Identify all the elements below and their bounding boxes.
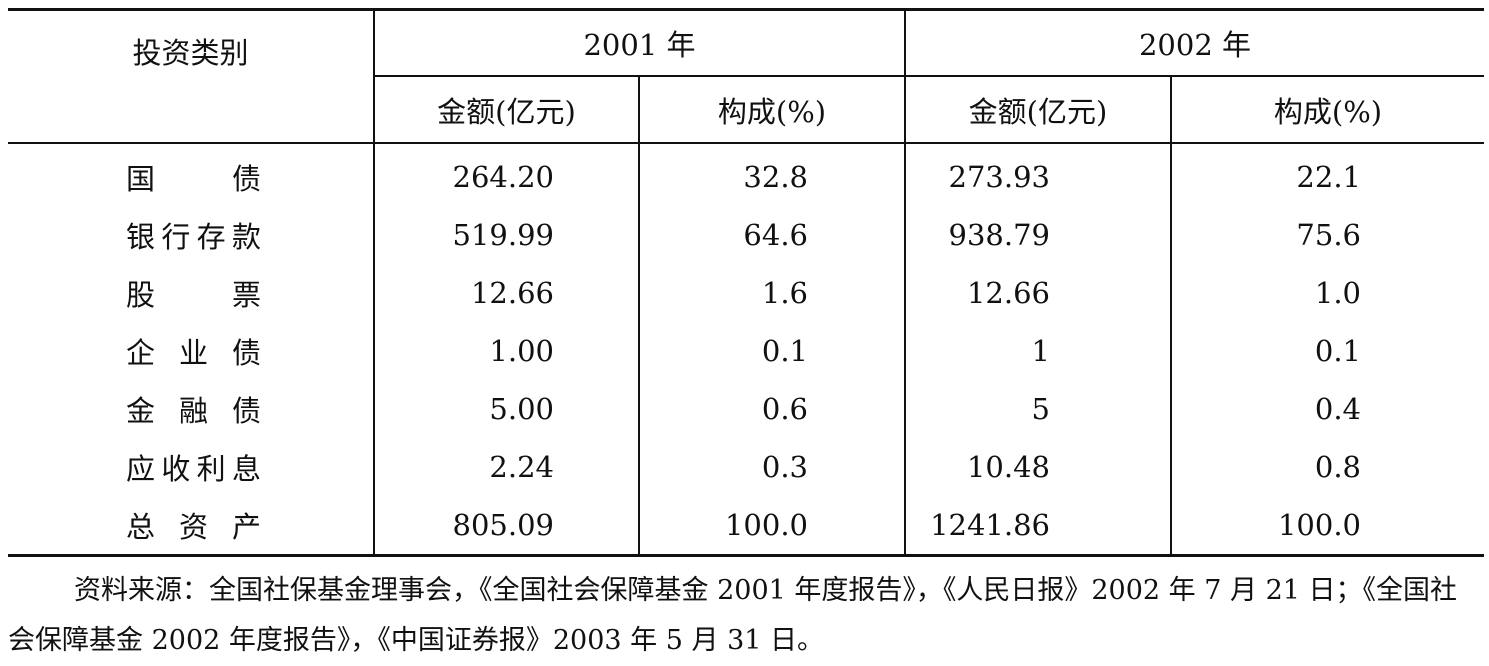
cell-share-2001: 100.0: [638, 496, 905, 556]
investment-table: 投资类别 2001 年 2002 年 金额(亿元) 构成(%) 金额(亿元) 构…: [8, 8, 1484, 557]
row-category: 企业债: [126, 336, 263, 370]
cell-amount-2002: 5: [904, 380, 1171, 438]
cell-amount-2002: 273.93: [904, 143, 1171, 206]
row-category: 总资产: [126, 510, 263, 544]
cell-share-2001: 0.1: [638, 322, 905, 380]
cell-amount-2001: 264.20: [373, 143, 639, 206]
cell-share-2002: 75.6: [1170, 206, 1484, 264]
table-row: 国债 264.20 32.8 273.93 22.1: [8, 143, 1484, 206]
header-row-subcolumns: 金额(亿元) 构成(%) 金额(亿元) 构成(%): [8, 75, 1484, 143]
cell-amount-2002: 10.48: [904, 438, 1171, 496]
cell-share-2002: 22.1: [1170, 143, 1484, 206]
table-row: 金融债 5.00 0.6 5 0.4: [8, 380, 1484, 438]
row-category: 国债: [126, 162, 263, 196]
category-header: 投资类别: [132, 35, 249, 70]
cell-share-2002: 0.1: [1170, 322, 1484, 380]
table-row: 银行存款 519.99 64.6 938.79 75.6: [8, 206, 1484, 264]
cell-amount-2002: 12.66: [904, 264, 1171, 322]
table-row: 应收利息 2.24 0.3 10.48 0.8: [8, 438, 1484, 496]
year-header-2002: 2002 年: [904, 9, 1484, 76]
cell-amount-2001: 2.24: [373, 438, 639, 496]
row-category: 银行存款: [126, 220, 263, 254]
cell-amount-2001: 519.99: [373, 206, 639, 264]
cell-amount-2001: 1.00: [373, 322, 639, 380]
cell-share-2001: 1.6: [638, 264, 905, 322]
cell-share-2002: 0.4: [1170, 380, 1484, 438]
source-note: 资料来源：全国社保基金理事会，《全国社会保障基金 2001 年度报告》，《人民日…: [8, 575, 1458, 656]
subheader-share-2001: 构成(%): [638, 75, 905, 143]
cell-share-2001: 0.6: [638, 380, 905, 438]
subheader-amount-2001: 金额(亿元): [373, 75, 639, 143]
cell-share-2001: 0.3: [638, 438, 905, 496]
header-row-years: 投资类别 2001 年 2002 年: [8, 9, 1484, 76]
cell-share-2001: 64.6: [638, 206, 905, 264]
cell-share-2001: 32.8: [638, 143, 905, 206]
cell-share-2002: 100.0: [1170, 496, 1484, 556]
cell-amount-2001: 805.09: [373, 496, 639, 556]
row-category: 股票: [126, 278, 263, 312]
cell-share-2002: 1.0: [1170, 264, 1484, 322]
table-row: 总资产 805.09 100.0 1241.86 100.0: [8, 496, 1484, 556]
cell-amount-2002: 1: [904, 322, 1171, 380]
subheader-share-2002: 构成(%): [1170, 75, 1484, 143]
table-row: 企业债 1.00 0.1 1 0.1: [8, 322, 1484, 380]
cell-amount-2001: 12.66: [373, 264, 639, 322]
cell-amount-2002: 938.79: [904, 206, 1171, 264]
subheader-amount-2002: 金额(亿元): [904, 75, 1171, 143]
cell-share-2002: 0.8: [1170, 438, 1484, 496]
cell-amount-2002: 1241.86: [904, 496, 1171, 556]
table-row: 股票 12.66 1.6 12.66 1.0: [8, 264, 1484, 322]
cell-amount-2001: 5.00: [373, 380, 639, 438]
table-body: 国债 264.20 32.8 273.93 22.1 银行存款 519.99 64.6 938.…: [8, 143, 1484, 556]
row-category: 金融债: [126, 394, 263, 428]
row-category: 应收利息: [126, 452, 263, 486]
year-header-2001: 2001 年: [373, 9, 905, 76]
